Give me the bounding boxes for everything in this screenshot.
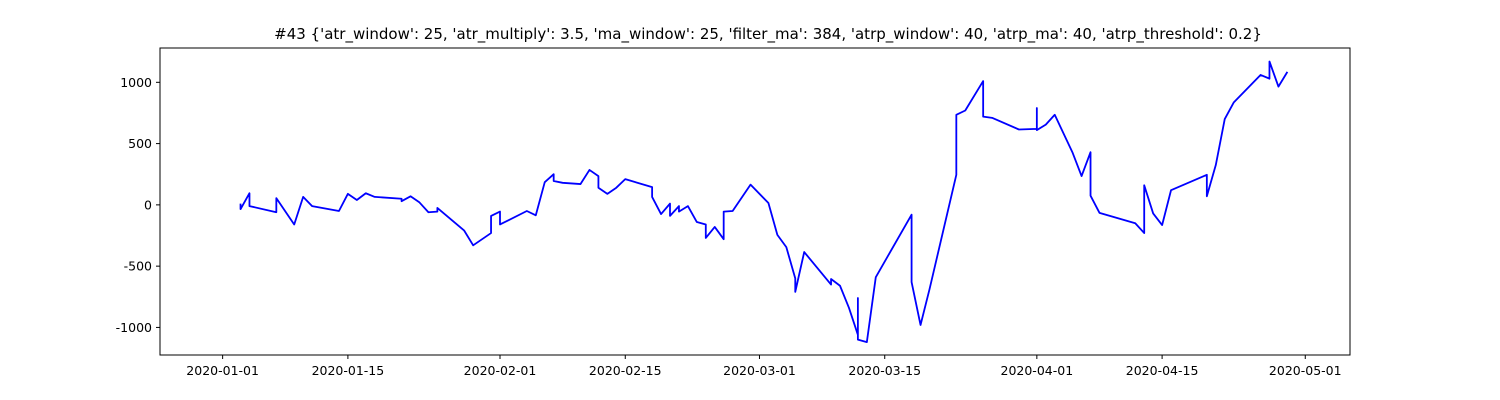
x-tick-label: 2020-02-01 — [464, 363, 537, 378]
y-tick-label: 1000 — [120, 75, 152, 90]
x-tick-label: 2020-03-01 — [723, 363, 796, 378]
plot-frame — [159, 47, 1351, 356]
x-tick-label: 2020-01-15 — [312, 363, 385, 378]
x-tick-label: 2020-04-15 — [1126, 363, 1199, 378]
x-tick-label: 2020-03-15 — [848, 363, 921, 378]
y-tick-label: -1000 — [116, 320, 152, 335]
y-tick-label: -500 — [124, 259, 152, 274]
x-tick-label: 2020-02-15 — [589, 363, 662, 378]
line — [239, 60, 1289, 344]
y-tick-label: 0 — [144, 197, 152, 212]
x-tick-label: 2020-05-01 — [1269, 363, 1342, 378]
x-tick-label: 2020-01-01 — [186, 363, 259, 378]
x-tick-label: 2020-04-01 — [1001, 363, 1074, 378]
y-tick-label: 500 — [128, 136, 152, 151]
chart-title: #43 {'atr_window': 25, 'atr_multiply': 3… — [274, 25, 1262, 44]
